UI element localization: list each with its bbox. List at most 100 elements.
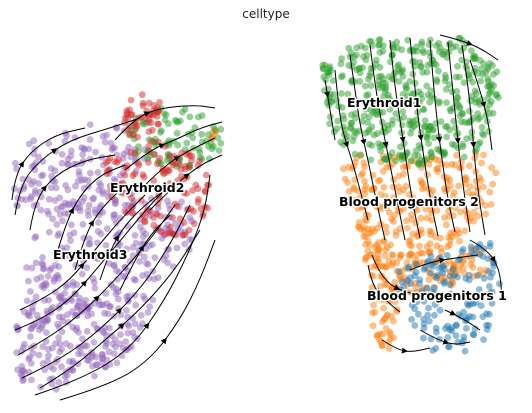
cell-point <box>49 215 56 223</box>
cell-point <box>42 279 49 287</box>
cell-point <box>97 182 105 190</box>
cell-point <box>64 201 72 209</box>
cell-point <box>123 245 130 253</box>
cell-point <box>14 194 22 202</box>
cell-point <box>110 175 118 183</box>
cell-point <box>61 210 69 217</box>
cell-point <box>362 241 369 248</box>
cell-point <box>106 182 114 190</box>
cell-point <box>67 237 74 245</box>
cell-point <box>72 262 80 269</box>
cell-point <box>131 291 139 299</box>
streamline-arrowhead <box>489 255 496 263</box>
cell-point <box>460 308 468 316</box>
cell-point <box>426 49 434 56</box>
cell-point <box>122 338 130 346</box>
cell-point <box>390 334 398 342</box>
cell-point <box>59 217 66 225</box>
cell-point <box>402 162 410 170</box>
cluster-label-erythroid2: Erythroid2 <box>110 180 184 195</box>
cell-point <box>121 201 129 209</box>
cell-point <box>79 221 87 228</box>
cell-point <box>354 205 362 212</box>
cell-point <box>169 214 176 222</box>
cell-point <box>453 151 460 159</box>
cell-point <box>426 36 434 44</box>
cell-point <box>391 298 399 306</box>
cell-point <box>466 107 473 115</box>
cell-point <box>69 282 77 289</box>
cell-point <box>450 104 457 112</box>
cell-point <box>456 112 464 120</box>
cell-point <box>436 306 444 314</box>
streamline-arrowhead <box>115 307 123 315</box>
point-cloud <box>11 34 503 393</box>
cell-point <box>478 159 485 167</box>
cell-point <box>121 119 128 126</box>
streamline-arrowhead <box>113 234 120 242</box>
cell-point <box>150 275 158 283</box>
cell-point <box>116 214 124 222</box>
cell-point <box>57 203 65 211</box>
cell-point <box>378 318 386 326</box>
cell-point <box>488 300 496 307</box>
cell-point <box>467 97 475 105</box>
cell-point <box>46 266 54 274</box>
cell-point <box>86 121 94 128</box>
cell-point <box>435 156 443 164</box>
cell-point <box>75 350 82 358</box>
cell-point <box>400 114 408 121</box>
cell-point <box>141 218 149 226</box>
cell-point <box>368 251 376 258</box>
cell-point <box>338 104 346 111</box>
cell-point <box>442 123 449 131</box>
cell-point <box>390 194 397 201</box>
cell-point <box>357 225 365 233</box>
streamline <box>29 154 116 231</box>
cell-point <box>25 355 32 363</box>
cell-point <box>129 329 137 336</box>
cell-point <box>167 223 175 231</box>
cell-point <box>394 44 401 52</box>
cell-point <box>83 327 91 335</box>
cell-point <box>450 272 458 279</box>
cell-point <box>487 201 495 208</box>
cell-point <box>377 205 385 213</box>
cell-point <box>177 166 185 173</box>
cell-point <box>419 250 426 257</box>
cell-point <box>353 44 361 52</box>
cell-point <box>71 134 79 141</box>
cell-point <box>181 240 189 248</box>
streamline-arrowhead <box>160 337 167 345</box>
cell-point <box>384 122 392 129</box>
cell-point <box>39 343 47 351</box>
cell-point <box>495 94 502 101</box>
cell-point <box>201 188 209 196</box>
cell-point <box>28 264 36 272</box>
cell-point <box>392 110 400 118</box>
cell-point <box>379 118 386 126</box>
cell-point <box>101 138 109 146</box>
cell-point <box>421 117 429 124</box>
cell-point <box>411 322 419 329</box>
cell-point <box>426 240 434 248</box>
cell-point <box>79 198 86 206</box>
cell-point <box>417 226 425 234</box>
cell-point <box>476 139 484 146</box>
cell-point <box>52 184 60 192</box>
cell-point <box>334 117 342 125</box>
cell-point <box>149 296 157 304</box>
cell-point <box>492 169 500 177</box>
cell-point <box>75 344 82 351</box>
cell-point <box>28 304 36 312</box>
cell-point <box>202 171 210 179</box>
cell-point <box>348 63 356 71</box>
cell-point <box>452 204 460 212</box>
cell-point <box>418 41 425 48</box>
cell-point <box>469 193 477 200</box>
cell-point <box>407 250 415 258</box>
cell-point <box>374 177 382 185</box>
cell-point <box>326 63 334 70</box>
streamline-arrowhead <box>158 143 166 149</box>
